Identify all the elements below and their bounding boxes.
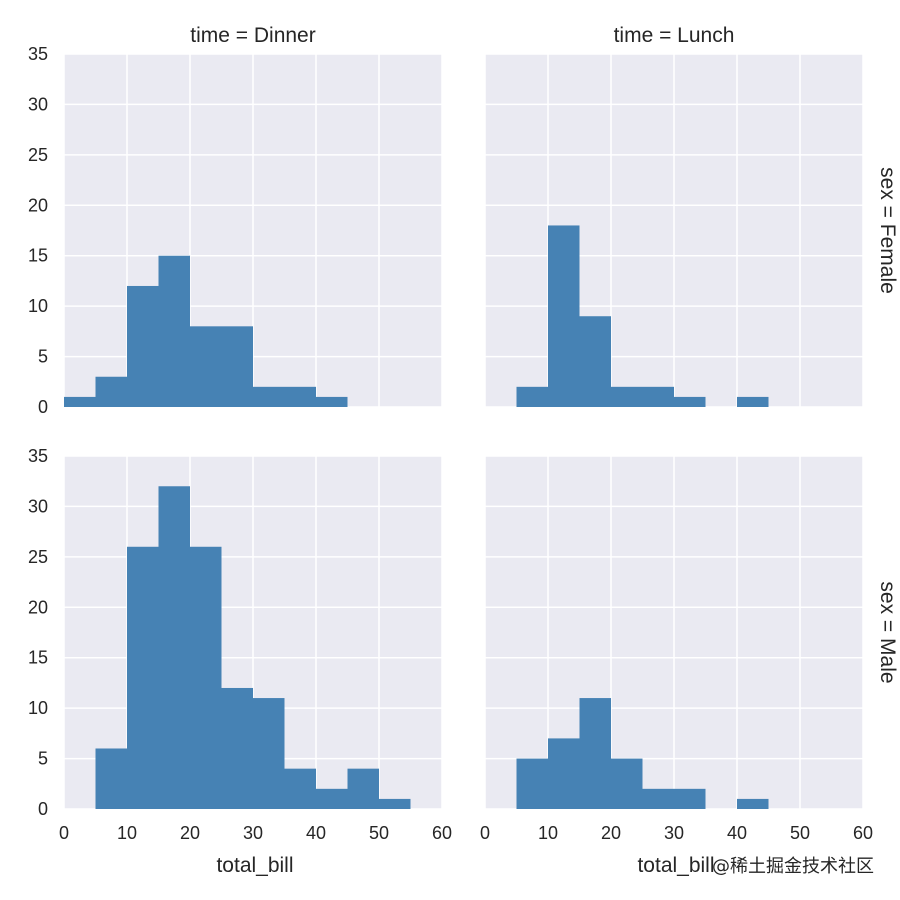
row-title-r0c1: sex = Female <box>876 167 899 294</box>
histogram-bar-r1c1 <box>642 788 674 809</box>
histogram-bar-r0c0 <box>253 386 285 407</box>
y-tick-label-r0c0: 25 <box>28 145 48 165</box>
histogram-bar-r1c1 <box>516 758 548 809</box>
y-tick-label-r1c0: 30 <box>28 496 48 516</box>
y-tick-label-r1c0: 25 <box>28 547 48 567</box>
x-tick-label-r1c0: 10 <box>117 823 137 843</box>
histogram-bar-r1c0 <box>190 546 222 809</box>
x-tick-label-r1c0: 50 <box>369 823 389 843</box>
histogram-bar-r0c1 <box>642 386 674 407</box>
watermark-text: @稀土掘金技术社区 <box>712 856 874 877</box>
histogram-bar-r1c0 <box>158 486 190 809</box>
histogram-bar-r0c0 <box>64 396 96 407</box>
histogram-bar-r0c0 <box>316 396 348 407</box>
y-tick-label-r1c0: 15 <box>28 648 48 668</box>
x-tick-label-r1c1: 0 <box>480 823 490 843</box>
y-tick-label-r1c0: 20 <box>28 597 48 617</box>
histogram-bar-r0c1 <box>579 316 611 407</box>
histogram-bar-r0c0 <box>221 326 253 407</box>
histogram-bar-r0c0 <box>127 285 159 407</box>
histogram-bar-r0c1 <box>548 225 580 407</box>
histogram-bar-r1c0 <box>347 768 379 809</box>
histogram-bar-r0c0 <box>95 376 127 407</box>
y-tick-label-r0c0: 0 <box>38 397 48 417</box>
histogram-bar-r1c1 <box>674 788 706 809</box>
x-tick-label-r1c0: 20 <box>180 823 200 843</box>
histogram-bar-r1c0 <box>284 768 316 809</box>
x-tick-label-r1c1: 60 <box>853 823 873 843</box>
x-axis-label-r1c1: total_bill <box>637 854 714 877</box>
y-tick-label-r0c0: 15 <box>28 246 48 266</box>
y-tick-label-r0c0: 20 <box>28 195 48 215</box>
histogram-bar-r1c1 <box>611 758 643 809</box>
y-tick-label-r1c0: 0 <box>38 799 48 819</box>
x-axis-label-r1c0: total_bill <box>216 854 293 877</box>
histogram-bar-r0c1 <box>737 396 769 407</box>
histogram-bar-r1c1 <box>548 738 580 809</box>
histogram-bar-r0c0 <box>284 386 316 407</box>
x-tick-label-r1c1: 40 <box>727 823 747 843</box>
y-tick-label-r0c0: 30 <box>28 94 48 114</box>
col-title-r0c0: time = Dinner <box>190 24 315 47</box>
x-tick-label-r1c1: 10 <box>538 823 558 843</box>
histogram-bar-r1c0 <box>95 748 127 809</box>
col-title-r0c1: time = Lunch <box>614 24 735 47</box>
y-tick-label-r1c0: 10 <box>28 698 48 718</box>
y-tick-label-r0c0: 35 <box>28 44 48 64</box>
histogram-bar-r0c1 <box>516 386 548 407</box>
histogram-bar-r1c0 <box>379 798 411 809</box>
y-tick-label-r0c0: 10 <box>28 296 48 316</box>
y-tick-label-r0c0: 5 <box>38 347 48 367</box>
histogram-bar-r1c0 <box>221 687 253 809</box>
histogram-bar-r0c1 <box>611 386 643 407</box>
histogram-bar-r0c0 <box>158 255 190 407</box>
histogram-bar-r0c1 <box>674 396 706 407</box>
histogram-bar-r1c0 <box>253 698 285 809</box>
x-tick-label-r1c0: 60 <box>432 823 452 843</box>
x-tick-label-r1c0: 0 <box>59 823 69 843</box>
x-tick-label-r1c1: 50 <box>790 823 810 843</box>
row-title-r1c1: sex = Male <box>876 581 899 683</box>
x-tick-label-r1c0: 40 <box>306 823 326 843</box>
histogram-bar-r1c1 <box>737 798 769 809</box>
x-tick-label-r1c0: 30 <box>243 823 263 843</box>
y-tick-label-r1c0: 35 <box>28 446 48 466</box>
histogram-bar-r1c0 <box>127 546 159 809</box>
histogram-bar-r0c0 <box>190 326 222 407</box>
y-tick-label-r1c0: 5 <box>38 749 48 769</box>
histogram-bar-r1c1 <box>579 698 611 809</box>
histogram-bar-r1c0 <box>316 788 348 809</box>
x-tick-label-r1c1: 30 <box>664 823 684 843</box>
x-tick-label-r1c1: 20 <box>601 823 621 843</box>
